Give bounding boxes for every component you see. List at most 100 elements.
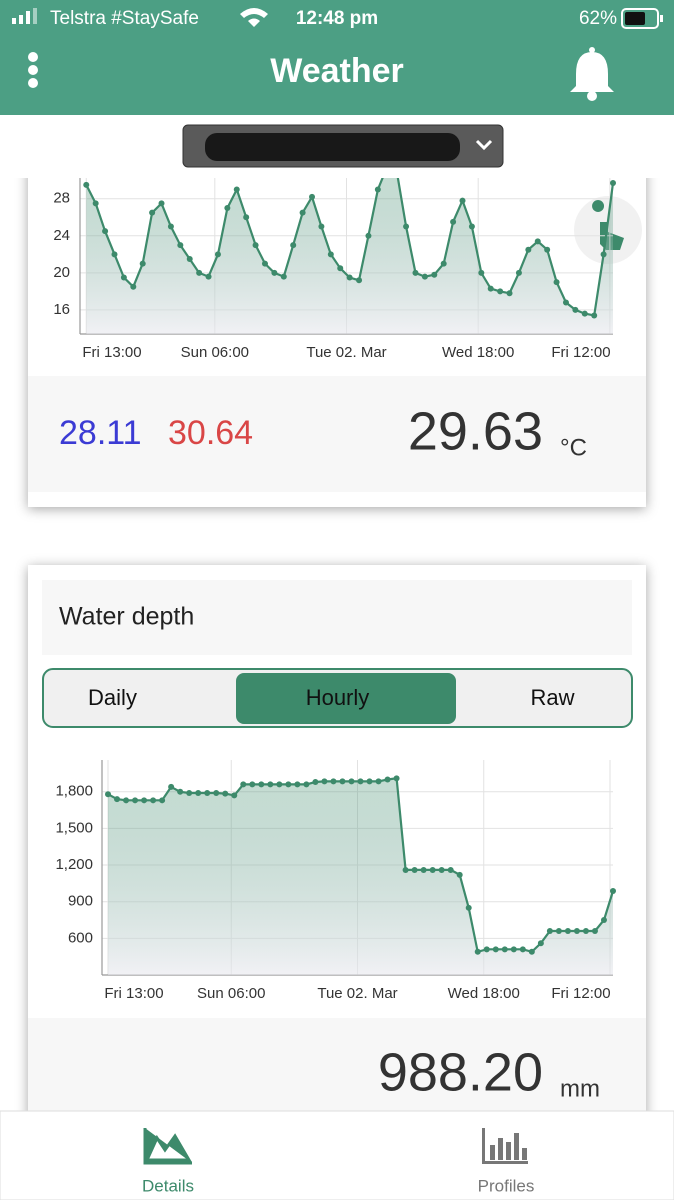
y-tick-label: 20 — [53, 264, 70, 281]
nav-label[interactable]: Profiles — [478, 1176, 535, 1195]
point — [356, 277, 363, 284]
point — [276, 781, 283, 788]
point — [384, 776, 391, 783]
point — [231, 792, 238, 799]
carrier: Telstra #StaySafe — [50, 8, 199, 29]
tab[interactable]: Raw — [530, 685, 574, 710]
y-tick-label: 1,200 — [55, 856, 93, 873]
point — [474, 948, 481, 955]
point — [168, 783, 175, 790]
point — [357, 778, 364, 785]
point — [497, 288, 504, 295]
unit: °C — [560, 434, 587, 461]
point — [431, 271, 438, 278]
point — [159, 797, 166, 804]
page-title: Weather — [270, 52, 404, 90]
point — [459, 197, 466, 204]
point — [510, 946, 517, 953]
point — [573, 928, 580, 935]
readings-bg — [28, 1018, 646, 1118]
point — [120, 274, 127, 281]
nav-label[interactable]: Details — [142, 1176, 194, 1195]
point — [141, 797, 148, 804]
point — [303, 781, 310, 788]
point — [492, 946, 499, 953]
dropdown-chevron — [475, 139, 493, 151]
point — [114, 796, 121, 803]
card-title-bg — [42, 580, 632, 655]
x-tick-label: Sun 06:00 — [197, 985, 265, 1002]
x-tick-label: Tue 02. Mar — [317, 985, 397, 1002]
bottom-nav — [0, 1110, 674, 1200]
tab[interactable]: Daily — [88, 685, 137, 710]
point — [240, 781, 247, 788]
point — [83, 181, 90, 188]
point — [546, 928, 553, 935]
point — [468, 223, 475, 230]
y-tick-label: 16 — [53, 301, 70, 318]
point — [318, 223, 325, 230]
point — [222, 790, 229, 797]
header-bg — [0, 0, 674, 115]
point — [610, 887, 616, 894]
point — [330, 778, 337, 785]
point — [177, 242, 184, 249]
point — [501, 946, 508, 953]
y-tick-label: 1,500 — [55, 819, 93, 836]
y-tick-label: 28 — [53, 190, 70, 207]
point — [402, 866, 409, 873]
point — [537, 940, 544, 947]
point — [111, 251, 118, 258]
point — [525, 246, 532, 253]
point — [591, 928, 598, 935]
point — [233, 186, 240, 193]
readings-bg — [28, 376, 646, 492]
tab[interactable]: Hourly — [306, 685, 370, 710]
point — [139, 260, 146, 267]
point — [158, 200, 165, 207]
point — [429, 866, 436, 873]
point — [195, 789, 202, 796]
profiles-icon — [482, 1128, 528, 1164]
point — [339, 778, 346, 785]
point — [411, 866, 418, 873]
point — [438, 866, 445, 873]
y-tick-label: 900 — [68, 893, 93, 910]
point — [374, 186, 381, 193]
point — [102, 228, 109, 235]
chart: 600 900 1,200 1,500 1,800 Fri 13:00 Sun 06:00 T… — [55, 760, 616, 1002]
point — [186, 255, 193, 262]
point — [92, 200, 99, 207]
point — [224, 205, 231, 212]
point — [214, 251, 221, 258]
y-tick-label: 1,800 — [55, 783, 93, 800]
point — [600, 251, 607, 258]
x-tick-label: Tue 02. Mar — [306, 344, 386, 361]
point — [204, 789, 211, 796]
point — [130, 283, 137, 290]
point — [290, 242, 297, 249]
point — [440, 260, 447, 267]
area — [108, 778, 613, 975]
menu-button[interactable] — [28, 52, 38, 88]
notifications-button[interactable] — [570, 47, 614, 101]
point — [132, 797, 139, 804]
x-tick-label: Fri 13:00 — [104, 985, 163, 1002]
point — [581, 310, 588, 317]
point — [321, 778, 328, 785]
y-tick-label: 600 — [68, 929, 93, 946]
point — [285, 781, 292, 788]
point — [261, 260, 268, 267]
point — [519, 946, 526, 953]
wifi-icon — [240, 8, 268, 27]
point — [564, 928, 571, 935]
redacted — [205, 133, 460, 161]
x-tick-label: Wed 18:00 — [448, 985, 520, 1002]
point — [327, 251, 334, 258]
point — [555, 928, 562, 935]
point — [309, 193, 316, 200]
point — [150, 797, 157, 804]
water-card: Water depth 988.20 mm Daily Hourly Raw 600 9… — [28, 565, 646, 1125]
point — [299, 209, 306, 216]
